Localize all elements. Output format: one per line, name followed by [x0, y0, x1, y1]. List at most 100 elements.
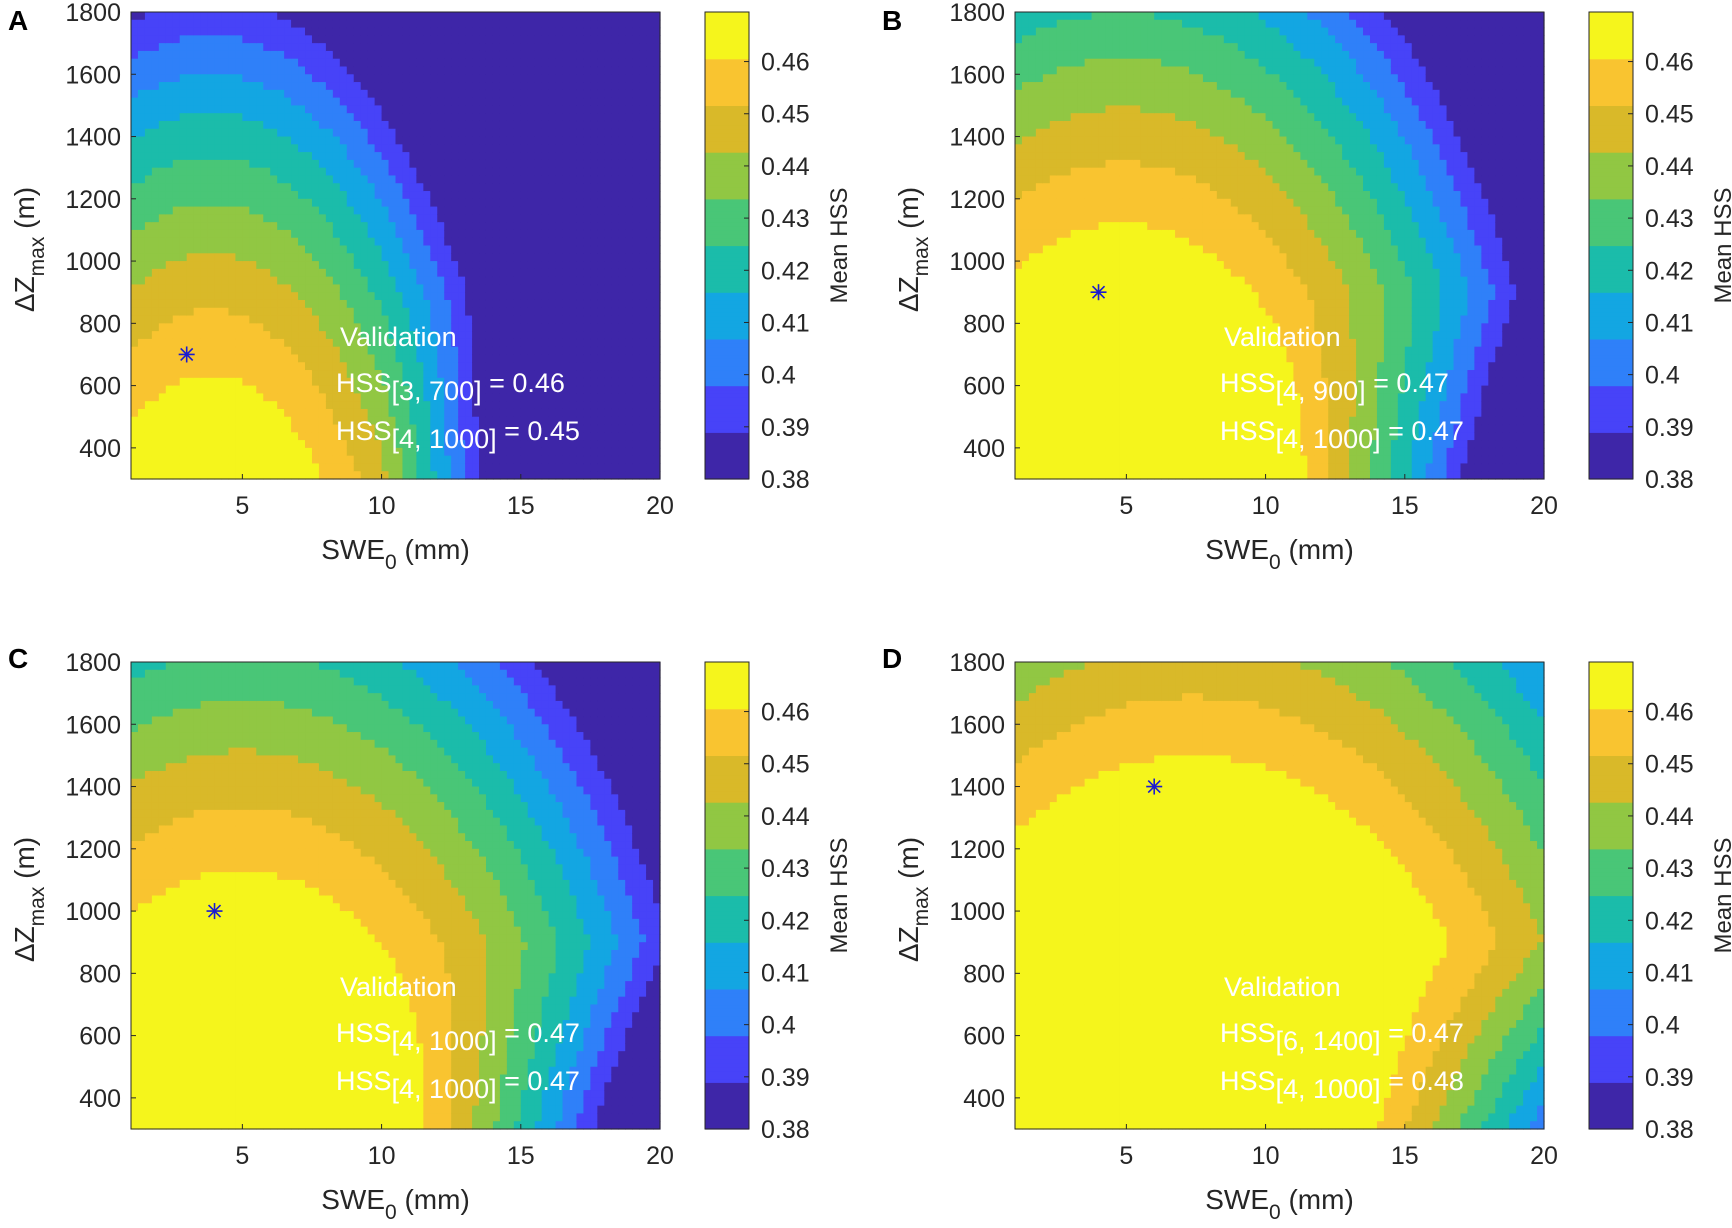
contour-cell [548, 43, 557, 52]
contour-cell [569, 183, 578, 192]
contour-cell [534, 370, 543, 379]
contour-cell [590, 159, 598, 169]
colorbar-swatch [705, 373, 749, 379]
colorbar-swatch [705, 245, 749, 250]
contour-cell [179, 128, 188, 138]
contour-cell [242, 261, 250, 270]
contour-cell [158, 35, 167, 44]
contour-cell [332, 299, 341, 309]
colorbar-swatch [705, 202, 749, 208]
contour-cell [235, 237, 243, 247]
contour-cell [402, 245, 411, 254]
contour-cell [423, 27, 431, 36]
contour-cell [374, 276, 383, 286]
contour-cell [604, 206, 612, 215]
contour-cell [583, 43, 591, 52]
contour-cell [639, 97, 647, 106]
contour-cell [646, 408, 654, 418]
contour-cell [639, 362, 647, 371]
contour-cell [388, 253, 397, 262]
contour-cell [548, 74, 557, 83]
contour-cell [499, 159, 508, 169]
contour-cell [228, 354, 237, 363]
contour-cell [228, 175, 237, 184]
contour-cell [1015, 370, 1023, 379]
contour-cell [458, 222, 466, 231]
contour-cell [242, 268, 250, 278]
contour-cell [423, 191, 431, 200]
contour-cell [1042, 120, 1051, 130]
contour-cell [430, 128, 438, 138]
contour-cell [172, 144, 181, 153]
contour-cell [646, 175, 654, 184]
contour-cell [144, 362, 153, 371]
contour-cell [611, 128, 619, 138]
contour-cell [339, 58, 348, 68]
contour-cell [332, 105, 341, 114]
contour-cell [562, 19, 571, 29]
contour-cell [479, 167, 487, 177]
contour-cell [409, 292, 417, 301]
contour-cell [534, 74, 543, 83]
contour-cell [590, 377, 598, 387]
contour-cell [1021, 432, 1030, 441]
contour-cell [193, 58, 202, 68]
contour-cell [291, 362, 299, 371]
colorbar-swatch [705, 471, 749, 476]
contour-cell [346, 315, 355, 324]
contour-cell [339, 284, 348, 293]
contour-cell [465, 198, 473, 208]
contour-cell [618, 50, 626, 60]
contour-cell [451, 276, 459, 286]
contour-cell [562, 152, 571, 161]
contour-cell [562, 463, 571, 472]
contour-cell [165, 43, 174, 52]
contour-cell [569, 50, 578, 60]
contour-cell [430, 19, 438, 29]
contour-cell [569, 27, 578, 36]
colorbar-swatch [705, 377, 749, 383]
contour-cell [228, 261, 237, 270]
contour-cell [520, 19, 529, 29]
contour-cell [186, 447, 195, 457]
colorbar-swatch [705, 272, 749, 278]
contour-cell [569, 377, 578, 387]
contour-cell [409, 27, 417, 36]
contour-cell [534, 82, 543, 91]
contour-cell [632, 167, 640, 177]
colorbar-swatch [705, 39, 749, 44]
contour-cell [1021, 440, 1030, 449]
contour-cell [131, 401, 139, 410]
contour-cell [158, 463, 167, 472]
contour-cell [409, 245, 417, 254]
contour-cell [291, 198, 299, 208]
contour-cell [590, 323, 598, 332]
contour-cell [346, 175, 355, 184]
contour-cell [207, 97, 216, 106]
contour-cell [353, 284, 362, 293]
contour-cell [437, 198, 445, 208]
contour-cell [360, 354, 369, 363]
contour-cell [437, 214, 445, 223]
contour-cell [639, 144, 647, 153]
contour-cell [646, 377, 654, 387]
contour-cell [131, 276, 139, 286]
contour-cell [381, 323, 390, 332]
contour-cell [520, 58, 529, 68]
contour-cell [423, 307, 431, 317]
contour-cell [374, 393, 383, 402]
contour-cell [465, 175, 473, 184]
contour-cell [513, 229, 522, 239]
contour-cell [639, 82, 647, 91]
contour-cell [339, 66, 348, 75]
contour-cell [214, 237, 223, 247]
contour-cell [311, 74, 320, 83]
contour-cell [492, 338, 501, 348]
contour-cell [513, 97, 522, 106]
contour-cell [1015, 447, 1023, 457]
contour-cell [465, 66, 473, 75]
contour-cell [360, 299, 369, 309]
contour-cell [555, 323, 564, 332]
contour-cell [451, 331, 459, 340]
colorbar-swatch [705, 47, 749, 52]
